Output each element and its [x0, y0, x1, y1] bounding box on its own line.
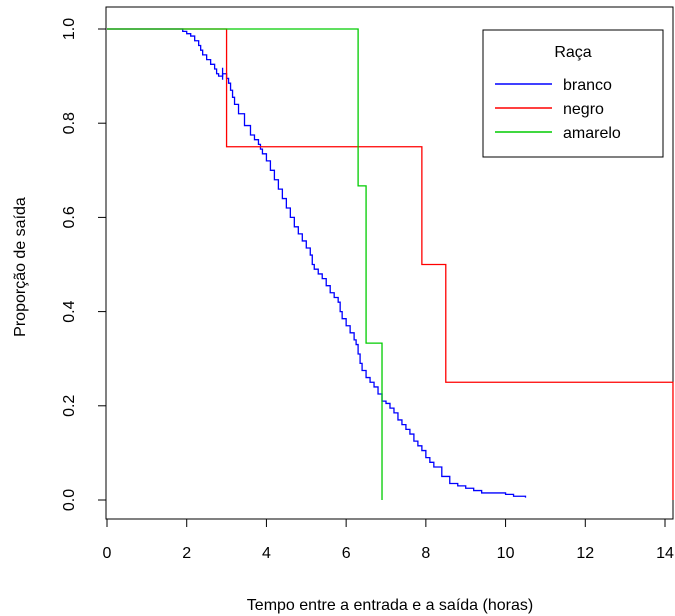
x-tick-label: 14: [656, 545, 674, 562]
y-tick-label: 1.0: [61, 18, 78, 40]
y-tick-label: 0.4: [61, 300, 78, 322]
y-axis-title: Proporção de saída: [12, 197, 29, 337]
y-tick-label: 0.6: [61, 206, 78, 228]
legend: Raça branco negro amarelo: [483, 30, 663, 157]
x-tick-label: 12: [576, 545, 594, 562]
x-tick-label: 0: [103, 545, 112, 562]
x-tick-label: 2: [182, 545, 191, 562]
legend-label-amarelo: amarelo: [563, 125, 621, 142]
x-tick-label: 6: [342, 545, 351, 562]
y-tick-label: 0.2: [61, 395, 78, 417]
legend-label-branco: branco: [563, 77, 612, 94]
x-tick-label: 4: [262, 545, 271, 562]
x-tick-label: 8: [421, 545, 430, 562]
y-tick-label: 0.0: [61, 489, 78, 511]
legend-label-negro: negro: [563, 101, 604, 118]
y-tick-label: 0.8: [61, 112, 78, 134]
legend-title: Raça: [554, 44, 591, 61]
x-axis-title: Tempo entre a entrada e a saída (horas): [247, 597, 533, 614]
x-tick-label: 10: [497, 545, 515, 562]
